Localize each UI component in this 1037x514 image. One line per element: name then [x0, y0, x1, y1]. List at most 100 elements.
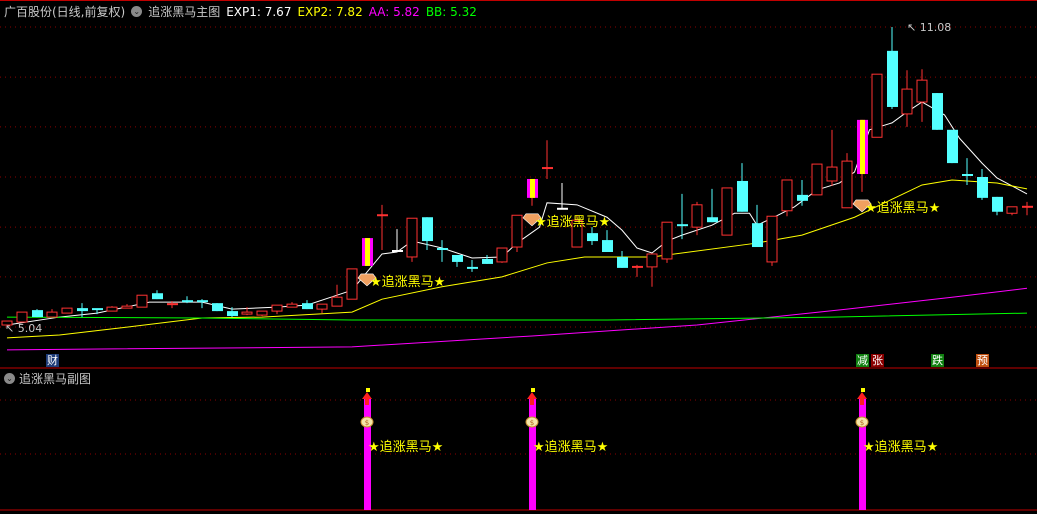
ma-line-bb: [6, 312, 1028, 321]
candle: [977, 169, 988, 200]
candle: [121, 304, 133, 309]
event-tag[interactable]: 财: [46, 354, 59, 367]
candle-body: [256, 310, 268, 316]
formula-name[interactable]: 追涨黑马主图: [148, 5, 221, 19]
gem-icon: [852, 199, 872, 213]
low-price-label: ↖ 5.04: [5, 322, 42, 335]
sub-signal-top: [861, 388, 865, 392]
candle-body: [346, 268, 358, 300]
event-tag[interactable]: 张: [871, 354, 884, 367]
candle: [871, 73, 883, 138]
gem-icon: [357, 273, 377, 287]
sub-formula-name[interactable]: 追涨黑马副图: [19, 372, 92, 386]
candle: [227, 307, 238, 318]
sub-chart-header: ⌄ 追涨黑马副图: [4, 370, 91, 387]
candle-body: [316, 303, 328, 310]
candle-body: [841, 160, 853, 209]
candle-body: [781, 179, 793, 212]
candle-body: [737, 180, 748, 212]
indicator-bb: BB: 5.32: [425, 4, 477, 19]
sub-signal-label: ★追涨黑马★: [863, 439, 938, 455]
candle: [901, 70, 913, 127]
candle-body: [992, 196, 1003, 212]
candle: [752, 204, 763, 248]
sub-signal-bar: [529, 398, 536, 510]
candle-body: [136, 294, 148, 308]
event-tag[interactable]: 跌: [931, 354, 944, 367]
candle: [496, 247, 508, 263]
candle: [77, 303, 88, 318]
signal-candle-stripe: [530, 178, 535, 198]
sub-signal-bar: [364, 398, 371, 510]
candle: [482, 254, 493, 264]
candle: [527, 178, 538, 206]
candle: [362, 238, 373, 266]
candle: [241, 307, 253, 316]
money-bag-symbol: $: [365, 419, 369, 427]
up-arrow-icon: [362, 392, 372, 405]
candle: [452, 254, 463, 267]
candle-body: [617, 256, 628, 268]
indicator-aa: AA: 5.82: [368, 4, 420, 19]
candle: [721, 187, 733, 236]
candle-body: [707, 217, 718, 223]
candle-body: [691, 204, 703, 228]
sub-signal-top: [531, 388, 535, 392]
candle: [1022, 201, 1033, 216]
chevron-down-circle-icon[interactable]: ⌄: [4, 373, 15, 384]
candle-body: [46, 311, 58, 318]
candle-body: [587, 233, 598, 242]
candle-body: [602, 240, 613, 252]
candle: [167, 301, 178, 309]
candle: [16, 311, 28, 323]
candle: [841, 153, 853, 209]
candle: [271, 304, 283, 315]
candle: [992, 196, 1003, 216]
sub-signal-bar: [859, 398, 866, 510]
candle-body: [901, 88, 913, 115]
candle-body: [16, 311, 28, 323]
candle: [302, 300, 313, 310]
candle-body: [212, 303, 223, 312]
candle-body: [1, 320, 13, 326]
candle-body: [511, 214, 523, 248]
candle: [61, 307, 73, 314]
candle: [437, 240, 448, 262]
candle: [797, 179, 808, 206]
candle: [1, 320, 13, 327]
candle: [677, 193, 688, 240]
signal-candle-stripe: [365, 238, 370, 266]
candle-body: [887, 50, 898, 107]
candle-body: [61, 307, 73, 314]
candle: [857, 119, 868, 192]
candle-body: [241, 311, 253, 315]
candle-body: [797, 194, 808, 201]
candle: [707, 188, 718, 223]
candle-body: [752, 223, 763, 248]
candle-body: [947, 129, 958, 164]
candle-body: [826, 166, 838, 182]
candle-body: [811, 163, 823, 196]
candle-body: [77, 308, 88, 312]
candle: [932, 93, 943, 130]
event-tag[interactable]: 预: [976, 354, 989, 367]
ma-line-aa: [6, 287, 1028, 351]
money-bag-symbol: $: [530, 419, 534, 427]
candle: [106, 306, 118, 312]
candle: [182, 296, 193, 304]
event-tag[interactable]: 减: [856, 354, 869, 367]
candle: [392, 229, 403, 253]
candle-body: [121, 305, 133, 309]
candle: [661, 221, 673, 263]
candle: [962, 158, 973, 185]
candle: [557, 182, 568, 210]
candle-body: [227, 311, 238, 317]
candle: [916, 69, 928, 122]
candle: [1006, 206, 1018, 216]
candle: [617, 251, 628, 268]
chevron-down-circle-icon[interactable]: ⌄: [131, 6, 143, 17]
candle: [811, 163, 823, 196]
candle-body: [932, 93, 943, 130]
candle: [571, 215, 583, 248]
